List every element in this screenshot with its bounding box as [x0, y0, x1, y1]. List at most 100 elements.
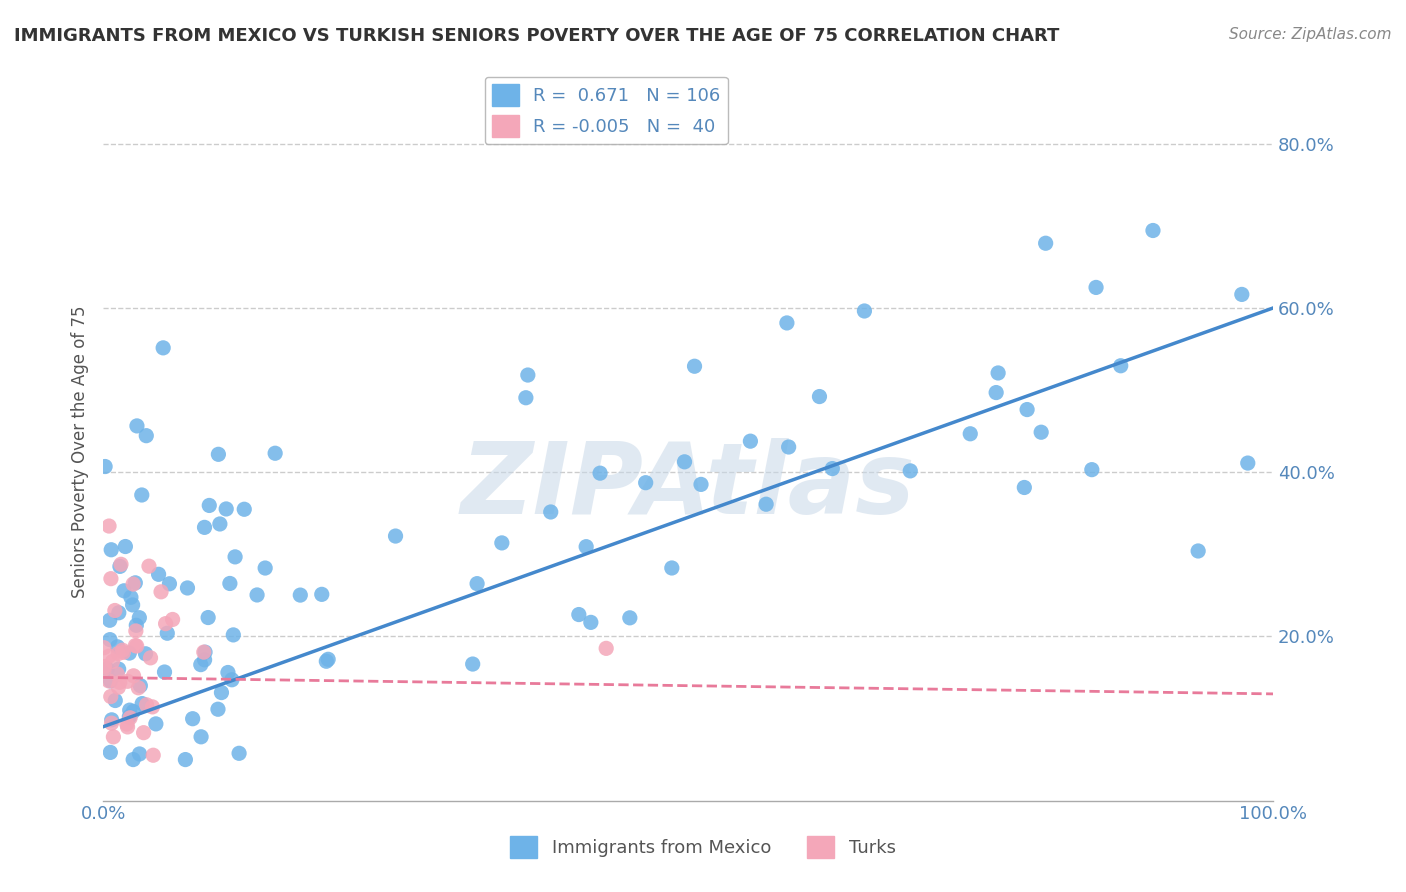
- Point: [1081, 463, 1104, 477]
- Point: [155, 616, 177, 631]
- Point: [97, 649, 120, 664]
- Point: [150, 584, 173, 599]
- Point: [128, 610, 150, 624]
- Point: [197, 610, 219, 624]
- Point: [152, 341, 174, 355]
- Point: [104, 603, 127, 617]
- Point: [98, 613, 121, 627]
- Point: [1017, 402, 1039, 417]
- Point: [690, 477, 713, 491]
- Point: [673, 455, 696, 469]
- Point: [94, 459, 117, 474]
- Point: [104, 693, 127, 707]
- Point: [118, 703, 141, 717]
- Text: IMMIGRANTS FROM MEXICO VS TURKISH SENIORS POVERTY OVER THE AGE OF 75 CORRELATION: IMMIGRANTS FROM MEXICO VS TURKISH SENIOR…: [14, 27, 1060, 45]
- Point: [491, 536, 513, 550]
- Point: [107, 640, 129, 654]
- Point: [207, 702, 229, 716]
- Point: [107, 662, 129, 676]
- Point: [110, 558, 132, 572]
- Point: [384, 529, 406, 543]
- Point: [125, 418, 148, 433]
- Point: [595, 641, 617, 656]
- Point: [174, 753, 197, 767]
- Point: [162, 612, 184, 626]
- Point: [821, 461, 844, 475]
- Point: [194, 645, 217, 659]
- Point: [853, 304, 876, 318]
- Point: [112, 583, 135, 598]
- Point: [540, 505, 562, 519]
- Point: [589, 466, 612, 480]
- Point: [93, 662, 115, 676]
- Point: [139, 650, 162, 665]
- Point: [290, 588, 312, 602]
- Text: ZIPAtlas: ZIPAtlas: [461, 438, 915, 535]
- Point: [1142, 223, 1164, 237]
- Point: [118, 709, 141, 723]
- Point: [778, 440, 800, 454]
- Point: [1031, 425, 1053, 440]
- Point: [114, 540, 136, 554]
- Point: [107, 681, 129, 695]
- Point: [108, 559, 131, 574]
- Point: [100, 572, 122, 586]
- Point: [233, 502, 256, 516]
- Point: [107, 647, 129, 661]
- Point: [93, 659, 115, 673]
- Point: [224, 549, 246, 564]
- Point: [579, 615, 602, 630]
- Point: [93, 640, 115, 655]
- Point: [211, 685, 233, 699]
- Point: [105, 667, 128, 681]
- Legend: R =  0.671   N = 106, R = -0.005   N =  40: R = 0.671 N = 106, R = -0.005 N = 40: [485, 77, 728, 145]
- Point: [122, 577, 145, 591]
- Point: [634, 475, 657, 490]
- Point: [120, 711, 142, 725]
- Point: [141, 699, 163, 714]
- Point: [129, 679, 152, 693]
- Point: [148, 567, 170, 582]
- Point: [111, 643, 134, 657]
- Point: [108, 675, 131, 690]
- Point: [124, 575, 146, 590]
- Point: [112, 645, 135, 659]
- Point: [246, 588, 269, 602]
- Point: [776, 316, 799, 330]
- Point: [228, 747, 250, 761]
- Point: [122, 705, 145, 719]
- Point: [254, 561, 277, 575]
- Point: [568, 607, 591, 622]
- Point: [122, 753, 145, 767]
- Point: [96, 662, 118, 676]
- Point: [619, 611, 641, 625]
- Point: [124, 639, 146, 653]
- Point: [465, 576, 488, 591]
- Point: [461, 657, 484, 671]
- Point: [125, 624, 148, 638]
- Point: [120, 591, 142, 605]
- Point: [131, 697, 153, 711]
- Point: [1109, 359, 1132, 373]
- Point: [97, 673, 120, 688]
- Point: [181, 712, 204, 726]
- Point: [208, 516, 231, 531]
- Point: [128, 747, 150, 761]
- Point: [153, 665, 176, 679]
- Point: [515, 391, 537, 405]
- Text: Source: ZipAtlas.com: Source: ZipAtlas.com: [1229, 27, 1392, 42]
- Point: [661, 561, 683, 575]
- Point: [190, 657, 212, 672]
- Point: [808, 390, 831, 404]
- Point: [898, 464, 921, 478]
- Point: [98, 746, 121, 760]
- Point: [100, 690, 122, 704]
- Point: [315, 654, 337, 668]
- Point: [135, 698, 157, 712]
- Point: [986, 385, 1008, 400]
- Point: [194, 653, 217, 667]
- Point: [135, 647, 157, 661]
- Point: [683, 359, 706, 374]
- Point: [1014, 481, 1036, 495]
- Y-axis label: Seniors Poverty Over the Age of 75: Seniors Poverty Over the Age of 75: [72, 305, 89, 598]
